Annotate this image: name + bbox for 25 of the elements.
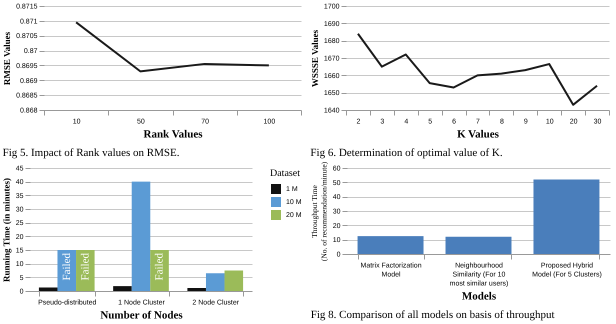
data-label: Failed [60,252,73,280]
bar [38,287,58,291]
caption: Fig 8. Comparison of all models on basis of throughput [310,309,555,321]
caption: Fig 5. Impact of Rank values on RMSE. [2,147,180,159]
x-axis-title: K Values [457,128,500,140]
y-axis-title: Running Time (in minutes) [2,178,12,282]
bar [446,236,512,254]
bar [206,273,225,291]
y-axis-title: WSSSE Values [310,29,320,88]
caption: Fig 6. Determination of optimal value of K. [310,147,503,159]
legend-title: Dataset [270,168,300,179]
bar [358,236,424,254]
bar [224,270,244,291]
bar [132,182,150,291]
line-series [75,21,270,72]
line-series [356,32,598,106]
x-axis-title: Rank Values [143,128,204,140]
x-axis-title: Number of Nodes [100,310,184,322]
bar [533,179,600,254]
data-label: Failed [79,252,92,280]
bar [187,288,206,291]
data-label: Failed [154,252,166,280]
y-axis-title: RMSE Values [2,31,12,86]
bar [113,286,132,291]
x-axis-title: Models [462,290,497,302]
